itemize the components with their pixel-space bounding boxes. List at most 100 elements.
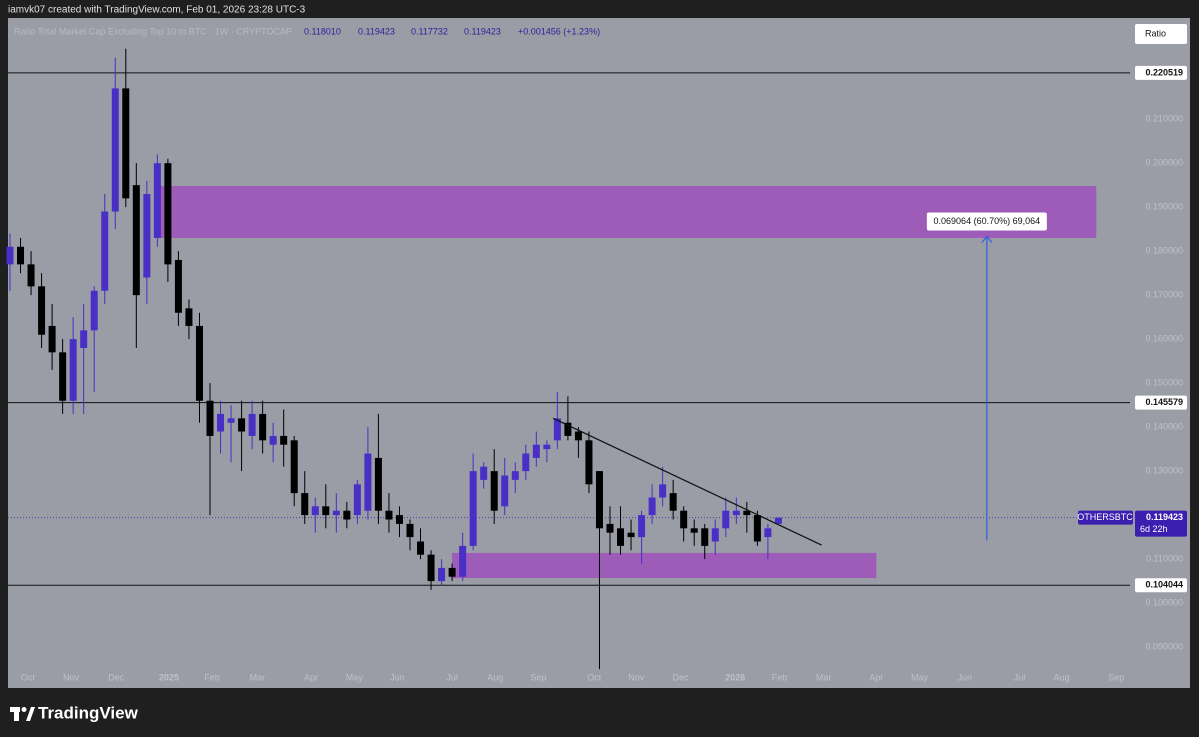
candle-body [322,506,330,516]
x-tick-label: Feb [204,672,220,682]
candle-body [17,246,25,265]
x-tick-label: Nov [63,672,80,682]
y-tick-label: 0.170000 [1145,290,1183,300]
candle-body [574,431,582,441]
candle-body [248,413,256,436]
candle-body [469,471,477,546]
candle-body [353,484,361,516]
countdown-label: 6d 22h [1140,524,1168,534]
legend-value: 0.118010 [304,26,341,36]
candle-body [238,418,246,432]
x-tick-label: Mar [816,672,832,682]
candle-body [132,185,140,296]
level-label-box [1135,395,1187,410]
logo-part [26,707,35,721]
candle-body [711,528,719,542]
candle-body [501,475,509,507]
ratio-button[interactable] [1135,24,1187,44]
candle-body [448,567,456,577]
candle-body [217,413,225,432]
candle-body [280,435,288,445]
ratio-button-label[interactable]: Ratio [1145,28,1166,38]
candle-body [417,541,425,555]
candle-body [59,352,67,401]
header-text: iamvk07 created with TradingView.com, Fe… [8,5,306,16]
candle-body [564,422,572,436]
candle-body [617,528,625,546]
candle-body [722,510,730,529]
legend-value: +0.001456 (+1.23%) [518,26,600,36]
candle-body [669,493,677,511]
candle-body [385,510,393,520]
price-label-box [1135,510,1187,537]
x-tick-label: Feb [772,672,788,682]
y-tick-label: 0.100000 [1145,597,1183,607]
trendline [552,417,822,546]
candle-body [543,444,551,450]
legend-value: 0.119423 [464,26,501,36]
price-label: 0.119423 [1146,512,1183,522]
candle-body [206,400,214,436]
candle-body [269,435,277,445]
level-label: 0.145579 [1145,397,1183,407]
x-tick-label: Aug [487,672,503,682]
candle-body [648,497,656,516]
x-tick-label: Jun [390,672,405,682]
candle-body [764,528,772,538]
candle-body [585,440,593,485]
legend-title: Ratio Total Market Cap Excluding Top 10 … [14,26,292,36]
candle-body [153,163,161,238]
level-label: 0.220519 [1145,67,1183,77]
x-tick-label: Mar [250,672,266,682]
candle-body [374,457,382,511]
candle-body [164,163,172,265]
y-tick-label: 0.160000 [1145,334,1183,344]
symbol-label-box [1078,510,1133,525]
x-tick-label: Apr [304,672,318,682]
x-tick-label: Sep [530,672,546,682]
y-tick-label: 0.140000 [1145,422,1183,432]
candle-body [259,413,267,441]
candle-body [395,515,403,524]
candle-body [490,471,498,511]
candle-body [406,523,414,538]
y-tick-label: 0.180000 [1145,246,1183,256]
candle-body [480,466,488,480]
candle-body [511,471,519,480]
y-tick-label: 0.130000 [1145,465,1183,475]
candle-body [532,444,540,458]
candle-body [111,88,119,212]
candle-body [343,510,351,520]
candle-body [753,515,761,542]
x-tick-label: Jul [446,672,458,682]
candle-body [743,510,751,516]
x-tick-label: Aug [1054,672,1070,682]
candle-body [90,290,98,331]
legend-value: 0.117732 [411,26,448,36]
x-tick-label: Dec [673,672,690,682]
level-label-box [1135,578,1187,593]
x-tick-label: 2025 [159,672,179,682]
y-tick-label: 0.110000 [1146,553,1183,563]
plot: 0.069064 (60.70%) 69,064 Oct Nov Dec 2025 Feb… [6,48,1187,682]
x-tick-label: Nov [628,672,645,682]
logo-part [14,707,19,721]
legend-value: 0.119423 [358,26,395,36]
candle-body [185,308,193,326]
measure-label: 0.069064 (60.70%) 69,064 [934,216,1041,226]
y-tick-label: 0.200000 [1145,158,1183,168]
x-tick-label: Oct [587,672,602,682]
candle-body [290,440,298,494]
level-label: 0.104044 [1145,580,1183,590]
x-tick-label: Sep [1108,672,1124,682]
y-tick-label: 0.150000 [1145,378,1183,388]
candle-body [459,545,467,577]
candle-body [732,510,740,516]
candle-body [638,515,646,538]
candle-body [301,493,309,516]
candle-body [595,471,603,529]
candle-body [606,523,614,533]
x-tick-label: May [346,672,364,682]
